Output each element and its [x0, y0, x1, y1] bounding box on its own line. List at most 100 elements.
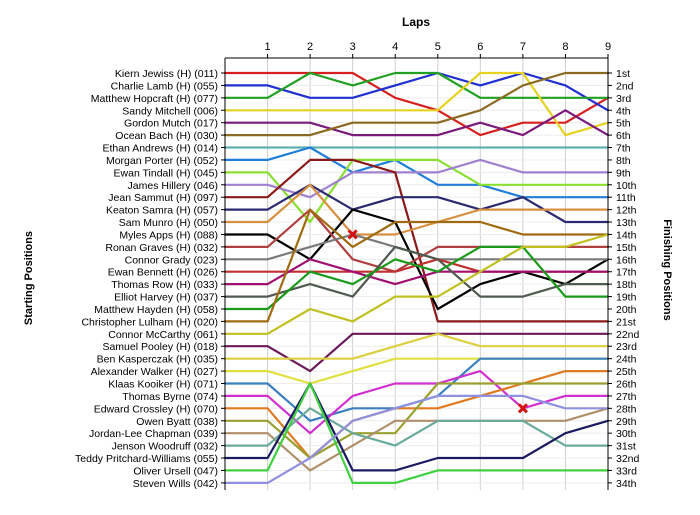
- finish-position-label: 33rd: [616, 465, 637, 477]
- finish-position-label: 11th: [616, 192, 636, 204]
- start-position-label: Kiern Jewiss (H) (011): [115, 68, 218, 80]
- series-line: [223, 109, 610, 137]
- start-position-label: Connor Grady (023): [125, 254, 218, 266]
- finish-position-label: 9th: [616, 167, 631, 179]
- x-tick-label: 1: [264, 41, 270, 53]
- start-position-label: Edward Crossley (H) (070): [94, 403, 218, 415]
- right-axis-title: Finishing Positions: [661, 219, 673, 320]
- series-line: [223, 245, 610, 311]
- start-position-label: Thomas Row (H) (033): [111, 279, 218, 291]
- finish-position-label: 21st: [616, 316, 636, 328]
- series-line: [223, 382, 610, 460]
- finish-position-label: 16th: [616, 254, 637, 266]
- finish-position-label: 25th: [616, 366, 637, 378]
- marker-layer: [347, 229, 528, 414]
- start-position-label: Ethan Andrews (H) (014): [102, 143, 218, 155]
- finish-position-label: 5th: [616, 118, 631, 130]
- finish-position-label: 30th: [616, 428, 637, 440]
- finish-position-label: 27th: [616, 391, 637, 403]
- finish-position-label: 7th: [616, 143, 631, 155]
- start-position-label: Ronan Graves (H) (032): [105, 242, 218, 254]
- x-tick-label: 5: [435, 41, 441, 53]
- start-position-label: Steven Wills (042): [133, 478, 218, 490]
- x-tick-label: 9: [605, 41, 611, 53]
- series-line: [223, 382, 610, 472]
- series-line: [223, 208, 610, 273]
- start-position-label: Samuel Pooley (H) (018): [102, 341, 218, 353]
- series-line: [223, 71, 610, 137]
- start-position-label: Gordon Mutch (017): [124, 118, 218, 130]
- axis-layer: 1 2 3 4 5 6 7 8 9 Kiern Jewiss (H) (011)Charlie L…: [75, 41, 640, 490]
- start-position-label: Charlie Lamb (H) (055): [111, 80, 218, 92]
- finish-position-label: 14th: [616, 229, 637, 241]
- finish-position-label: 19th: [616, 292, 637, 304]
- finish-position-label: 31st: [616, 441, 636, 453]
- series-line: [223, 183, 610, 236]
- start-position-label: Jenson Woodruff (032): [112, 441, 218, 453]
- start-position-label: Owen Byatt (038): [136, 416, 218, 428]
- start-position-label: Sam Munro (H) (050): [119, 217, 218, 229]
- series-line: [223, 233, 610, 335]
- finish-position-label: 34th: [616, 478, 637, 490]
- series-line: [223, 158, 610, 199]
- finish-position-label: 10th: [616, 180, 637, 192]
- finish-position-label: 12th: [616, 205, 637, 217]
- start-position-label: Christopher Lulham (H) (020): [81, 316, 218, 328]
- series-line: [223, 382, 610, 484]
- start-position-label: Jordan-Lee Chapman (039): [89, 428, 218, 440]
- x-tick-label: 4: [392, 41, 398, 53]
- finish-position-label: 17th: [616, 267, 637, 279]
- retirement-marker: [347, 229, 358, 240]
- finish-position-label: 23rd: [616, 341, 637, 353]
- finish-position-label: 26th: [616, 379, 637, 391]
- x-tick-label: 2: [307, 41, 313, 53]
- finish-position-label: 15th: [616, 242, 637, 254]
- start-position-label: Jean Sammut (H) (097): [108, 192, 218, 204]
- start-position-label: Morgan Porter (H) (052): [106, 155, 218, 167]
- start-position-label: Alexander Walker (H) (027): [91, 366, 218, 378]
- start-position-label: Ewan Bennett (H) (026): [108, 267, 218, 279]
- series-line: [223, 71, 610, 99]
- series-line: [223, 71, 610, 137]
- start-position-label: Matthew Hopcraft (H) (077): [91, 93, 218, 105]
- finish-position-label: 22nd: [616, 329, 640, 341]
- x-tick-label: 3: [350, 41, 356, 53]
- series-line: [223, 71, 610, 137]
- series-line: [223, 158, 610, 323]
- chart-title: Laps: [402, 15, 430, 29]
- x-tick-label: 6: [477, 41, 483, 53]
- start-position-label: Ewan Tindall (H) (045): [114, 167, 218, 179]
- series-layer: [223, 71, 610, 484]
- finish-position-label: 24th: [616, 354, 637, 366]
- start-position-label: Connor McCarthy (061): [108, 329, 218, 341]
- finish-position-label: 13th: [616, 217, 637, 229]
- series-line: [223, 394, 610, 484]
- start-position-label: Myles Apps (H) (088): [119, 229, 218, 241]
- finish-position-label: 8th: [616, 155, 631, 167]
- finish-position-label: 6th: [616, 130, 631, 142]
- series-line: [223, 357, 610, 422]
- start-position-label: Thomas Byrne (074): [122, 391, 218, 403]
- series-line: [223, 407, 610, 472]
- finish-position-label: 18th: [616, 279, 637, 291]
- start-position-label: Oliver Ursell (047): [133, 465, 218, 477]
- finish-position-label: 28th: [616, 403, 637, 415]
- start-position-label: James Hillery (046): [128, 180, 218, 192]
- start-position-label: Elliot Harvey (H) (037): [114, 292, 218, 304]
- start-position-label: Keaton Samra (H) (057): [106, 205, 218, 217]
- retirement-marker: [517, 403, 528, 414]
- series-line: [223, 208, 610, 323]
- start-position-label: Matthew Hayden (H) (058): [94, 304, 218, 316]
- start-position-label: Ocean Bach (H) (030): [115, 130, 218, 142]
- start-position-label: Ben Kasperczak (H) (035): [97, 354, 218, 366]
- finish-position-label: 32nd: [616, 453, 640, 465]
- x-tick-label: 8: [562, 41, 568, 53]
- series-line: [223, 332, 610, 360]
- finish-position-label: 4th: [616, 105, 631, 117]
- finish-position-label: 3rd: [616, 93, 631, 105]
- finish-position-label: 20th: [616, 304, 637, 316]
- start-position-label: Teddy Pritchard-Williams (055): [75, 453, 218, 465]
- start-position-label: Sandy Mitchell (006): [122, 105, 218, 117]
